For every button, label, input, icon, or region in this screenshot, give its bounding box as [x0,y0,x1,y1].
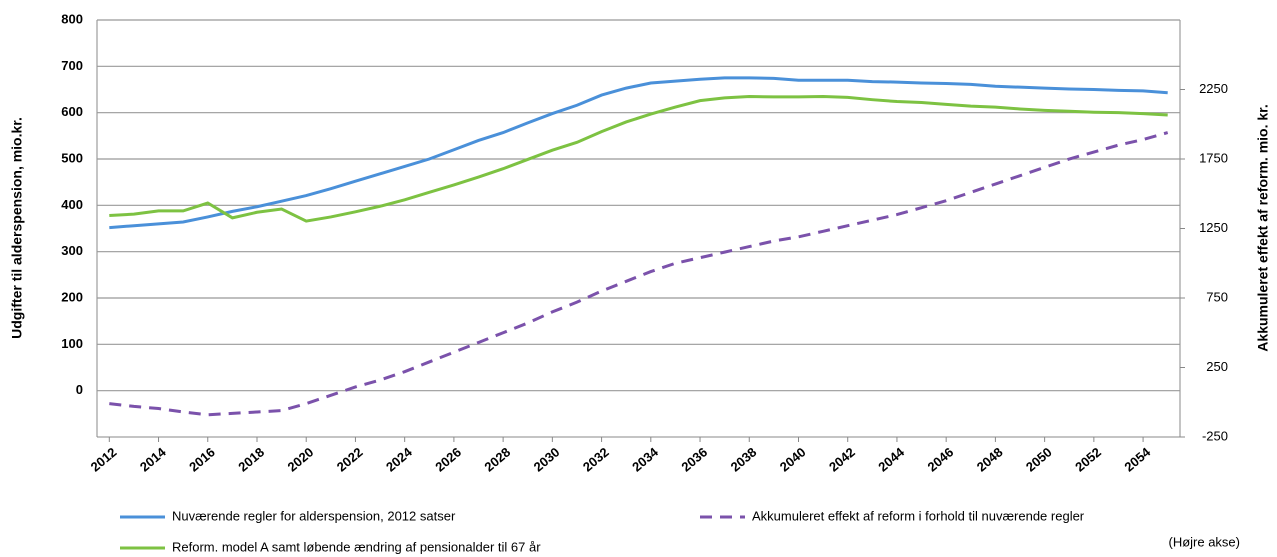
x-tick-label: 2032 [580,444,612,474]
x-tick-label: 2052 [1072,444,1104,474]
x-tick-label: 2044 [875,444,907,475]
x-tick-label: 2050 [1023,444,1055,474]
legend-note: (Højre akse) [1168,534,1240,549]
y2-tick-label: 1250 [1199,220,1228,235]
y-axis-title: Udgifter til alderspension, mio.kr. [9,117,25,339]
y-tick-label: 0 [76,382,83,397]
x-tick-label: 2026 [432,444,464,474]
legend-label: Reform. model A samt løbende ændring af … [172,539,541,554]
y-tick-label: 700 [61,58,83,73]
x-tick-label: 2042 [826,444,858,474]
x-tick-label: 2054 [1121,444,1153,475]
y2-tick-label: 1750 [1199,150,1228,165]
y-tick-label: 600 [61,104,83,119]
series-line [109,76,1168,230]
series-line [109,131,1169,417]
x-tick-label: 2046 [925,444,957,474]
x-tick-label: 2022 [334,444,366,474]
x-tick-label: 2018 [235,444,267,474]
x-tick-label: 2014 [137,444,169,475]
x-tick-label: 2016 [186,444,218,474]
y2-tick-label: 750 [1206,289,1228,304]
x-tick-label: 2038 [728,444,760,474]
x-tick-label: 2040 [777,444,809,474]
x-tick-label: 2028 [481,444,513,474]
y-tick-label: 200 [61,289,83,304]
x-tick-label: 2020 [285,444,317,474]
y-tick-label: 400 [61,197,83,212]
y2-tick-label: -250 [1202,428,1228,443]
x-tick-label: 2048 [974,444,1006,474]
y-tick-label: 100 [61,336,83,351]
y-tick-label: 300 [61,243,83,258]
y-tick-label: 500 [61,150,83,165]
y2-tick-label: 250 [1206,359,1228,374]
series-line [109,94,1168,223]
y2-axis-title: Akkumuleret effekt af reform. mio. kr. [1255,104,1271,351]
x-tick-label: 2024 [383,444,415,475]
legend-label: Nuværende regler for alderspension, 2012… [172,508,456,523]
x-tick-label: 2036 [678,444,710,474]
y2-tick-label: 2250 [1199,81,1228,96]
x-tick-label: 2030 [531,444,563,474]
x-tick-label: 2012 [88,444,120,474]
x-tick-label: 2034 [629,444,661,475]
y-tick-label: 800 [61,11,83,26]
legend-label: Akkumuleret effekt af reform i forhold t… [752,508,1085,523]
